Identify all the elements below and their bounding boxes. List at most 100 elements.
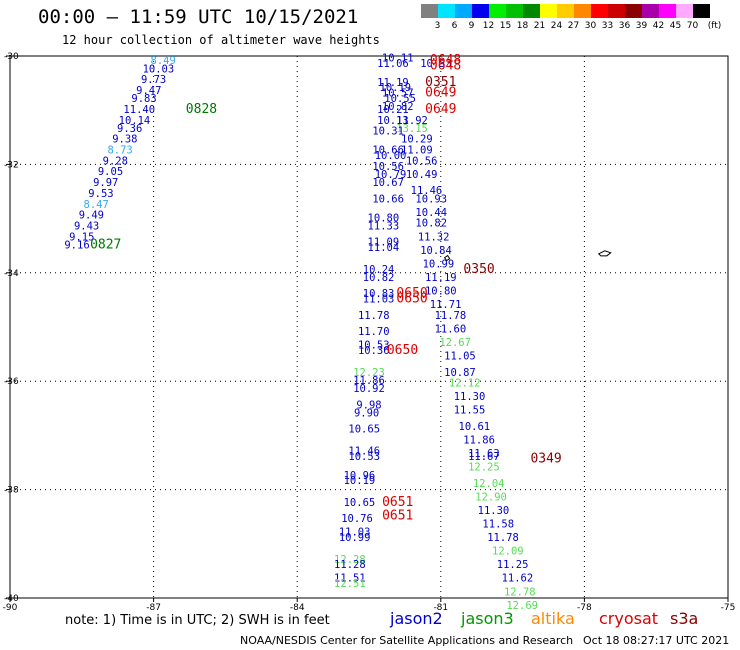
colorbar-swatch [438, 4, 455, 18]
colorbar-swatch [421, 4, 438, 18]
wave-height-value: 11.67 [468, 451, 500, 463]
wave-height-value: 11.32 [418, 231, 450, 243]
wave-height-value: 11.19 [377, 77, 409, 89]
wave-height-value: 10.29 [401, 134, 433, 146]
y-tick-label: -32 [4, 160, 19, 170]
wave-height-value: 10.84 [420, 245, 452, 257]
colorbar-swatch [472, 4, 489, 18]
wave-height-value: 9.15 [69, 231, 94, 243]
wave-height-value: 10.61 [459, 421, 491, 433]
y-tick-label: -34 [4, 269, 19, 279]
wave-height-value: 10.65 [348, 424, 380, 436]
colorbar-swatch [693, 4, 710, 18]
wave-height-value: 11.63 [468, 448, 500, 460]
colorbar-label: 27 [567, 21, 580, 31]
x-tick-label: -78 [577, 603, 592, 613]
wave-height-value: 9.73 [141, 74, 166, 86]
wave-height-value: 9.83 [131, 93, 156, 105]
wave-height-value: 10.65 [344, 497, 376, 509]
pass-time-label: 0651 [382, 495, 413, 510]
wave-height-value: 10.56 [406, 155, 438, 167]
footer-note: note: 1) Time is in UTC; 2) SWH is in fe… [65, 613, 330, 628]
wave-height-value: 12.09 [492, 546, 524, 558]
wave-height-value: 10.57 [382, 88, 414, 100]
satellite-legend-altika: altika [531, 609, 575, 628]
wave-height-value: 8.47 [84, 199, 109, 211]
wave-height-value: 9.38 [112, 134, 137, 146]
wave-height-value: 9.05 [98, 166, 123, 178]
wave-height-value: 10.31 [372, 126, 404, 138]
generation-timestamp: Oct 18 08:27:17 UTC 2021 [583, 634, 730, 647]
wave-height-value: 10.83 [363, 288, 395, 300]
colorbar-label: 45 [669, 21, 682, 31]
colorbar-label: 42 [652, 21, 665, 31]
wave-height-value: 9.97 [93, 177, 118, 189]
x-tick-label: -84 [290, 603, 305, 613]
colorbar-swatch [659, 4, 676, 18]
wave-height-value: 10.82 [382, 101, 414, 113]
wave-height-value: 10.92 [353, 383, 385, 395]
pass-time-label: 0649 [425, 102, 456, 117]
pass-time-label: 0650 [387, 343, 418, 358]
colorbar-label: 70 [686, 21, 699, 31]
wave-height-value: 9.36 [117, 123, 142, 135]
wave-height-value: 10.93 [415, 193, 447, 205]
map-subtitle: 12 hour collection of altimeter wave hei… [62, 33, 380, 47]
island-shape [443, 254, 451, 262]
island-shape [597, 250, 612, 257]
wave-height-value: 10.80 [425, 285, 457, 297]
wave-height-value: 10.80 [368, 212, 400, 224]
wave-height-value: 10.24 [363, 264, 395, 276]
y-tick-label: -40 [4, 594, 19, 604]
wave-height-value: 10.33 [420, 58, 452, 70]
colorbar-label: 18 [516, 21, 529, 31]
wave-height-value: 12.78 [504, 586, 536, 598]
wave-height-value: 10.03 [143, 63, 175, 75]
wave-height-value: 10.11 [382, 52, 414, 64]
wave-height-value: 11.62 [502, 573, 534, 585]
satellite-legend-jason2: jason2 [390, 609, 443, 628]
colorbar-label: 39 [635, 21, 648, 31]
colorbar-swatch [608, 4, 625, 18]
wave-height-value: 11.86 [463, 435, 495, 447]
colorbar-label: 3 [434, 21, 441, 31]
x-tick-label: -75 [721, 603, 736, 613]
wave-height-value: 11.78 [435, 310, 467, 322]
wave-height-value: 10.87 [444, 367, 476, 379]
wave-height-value: 11.86 [353, 375, 385, 387]
wave-height-value: 11.19 [425, 272, 457, 284]
wave-height-value: 11.78 [358, 310, 390, 322]
wave-height-value: 12.25 [468, 462, 500, 474]
wave-height-value: 13.15 [396, 123, 428, 135]
map-title: 00:00 – 11:59 UTC 10/15/2021 [38, 6, 359, 28]
wave-height-value: 10.19 [344, 475, 376, 487]
wave-height-value: 10.56 [372, 161, 404, 173]
wave-height-value: 10.79 [375, 169, 407, 181]
colorbar-swatch [625, 4, 642, 18]
colorbar-swatch [557, 4, 574, 18]
wave-height-value: 9.90 [354, 407, 379, 419]
wave-height-value: 8.49 [151, 55, 176, 67]
wave-height-value: 10.00 [375, 150, 407, 162]
wave-height-value: 10.55 [384, 93, 416, 105]
wave-height-value: 11.33 [368, 220, 400, 232]
wave-height-value: 11.46 [411, 185, 443, 197]
wave-height-value: 11.04 [368, 242, 400, 254]
wave-height-value: 10.13 [377, 115, 409, 127]
wave-height-value: 10.21 [377, 104, 409, 116]
colorbar-swatch [489, 4, 506, 18]
colorbar-swatch [591, 4, 608, 18]
wave-height-value: 10.99 [423, 258, 455, 270]
wave-height-value: 11.25 [497, 559, 529, 571]
wave-height-value: 11.40 [123, 104, 155, 116]
wave-height-value: 10.14 [119, 115, 151, 127]
colorbar-label: 9 [468, 21, 475, 31]
pass-time-label: 0651 [382, 508, 413, 523]
wave-height-value: 9.49 [79, 210, 104, 222]
colorbar-label: 15 [499, 21, 512, 31]
wave-height-value: 9.98 [356, 399, 381, 411]
wave-height-value: 11.09 [401, 145, 433, 157]
wave-height-value: 11.58 [482, 519, 514, 531]
wave-height-value: 12.12 [449, 378, 481, 390]
